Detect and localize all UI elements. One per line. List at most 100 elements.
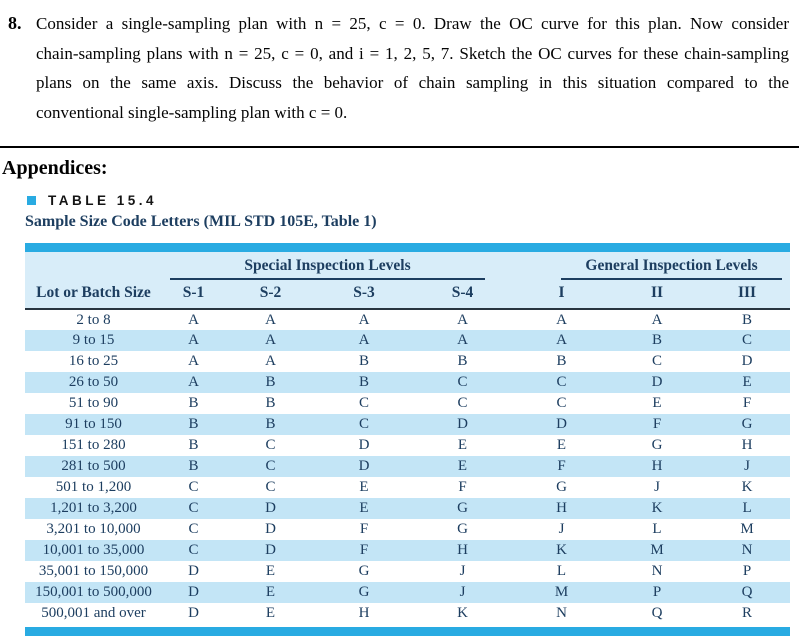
code-letter-cell: F bbox=[359, 521, 369, 537]
code-letter-cell: F bbox=[458, 479, 467, 495]
code-letter-cell: J bbox=[459, 584, 466, 600]
group-header-general-cell: General Inspection Levels bbox=[513, 252, 790, 280]
column-header-ii: II bbox=[610, 280, 705, 310]
code-letter-cell: A bbox=[651, 311, 663, 328]
problem-text-line: conventional single-sampling plan with c… bbox=[36, 102, 348, 122]
code-letter-cell: G bbox=[651, 437, 663, 453]
lot-size-cell: 26 to 50 bbox=[68, 374, 119, 390]
code-letter-cell: C bbox=[457, 374, 468, 390]
code-letter-cell: P bbox=[742, 563, 752, 579]
code-letter-cell: C bbox=[265, 437, 276, 453]
code-letter-cell: G bbox=[358, 584, 370, 600]
code-letter-cell: C bbox=[265, 479, 276, 495]
code-letter-cell: D bbox=[556, 416, 567, 432]
code-letter-cell: C bbox=[358, 416, 369, 432]
code-letter-cell: J bbox=[558, 521, 565, 537]
table-row: 91 to 150 B B C D D F G bbox=[25, 414, 791, 435]
code-letter-cell: E bbox=[265, 584, 276, 600]
table-label: TABLE 15.4 bbox=[48, 193, 158, 208]
code-letter-cell: E bbox=[359, 500, 369, 516]
column-header-s4: S-4 bbox=[412, 280, 514, 310]
code-letter-cell: A bbox=[556, 311, 567, 328]
code-letter-cell: B bbox=[358, 374, 369, 390]
table-row: 51 to 90 B B C C C E F bbox=[25, 393, 790, 414]
group-header-general: General Inspection Levels bbox=[561, 257, 783, 280]
code-letter-cell: D bbox=[188, 563, 199, 579]
code-letter-cell: F bbox=[557, 458, 566, 474]
code-letter-cell: D bbox=[265, 500, 276, 516]
code-letter-cell: G bbox=[457, 500, 468, 516]
code-letter-cell: H bbox=[556, 500, 567, 516]
lot-size-cell: 1,201 to 3,200 bbox=[50, 500, 137, 516]
code-letter-cell: Q bbox=[651, 605, 663, 621]
code-letter-cell: J bbox=[459, 563, 466, 579]
code-letter-cell: H bbox=[741, 437, 753, 453]
table-row: 16 to 25 A A B B B C D bbox=[25, 351, 790, 372]
table-row: 26 to 50 A B B C C D E bbox=[25, 372, 791, 393]
sample-size-table: Special Inspection Levels General Inspec… bbox=[25, 252, 791, 624]
lot-size-cell: 2 to 8 bbox=[76, 311, 111, 328]
column-header-s2: S-2 bbox=[225, 280, 316, 310]
code-letter-cell: J bbox=[744, 458, 750, 474]
code-letter-cell: B bbox=[457, 353, 468, 369]
lot-size-cell: 9 to 15 bbox=[72, 332, 115, 348]
table-label-row: TABLE 15.4 bbox=[27, 193, 799, 208]
code-letter-cell: A bbox=[265, 332, 276, 348]
code-letter-cell: L bbox=[742, 500, 752, 516]
lot-size-cell: 35,001 to 150,000 bbox=[38, 563, 149, 579]
problem-text-line: Consider a single-sampling plan with n =… bbox=[36, 14, 789, 33]
table-row: 151 to 280 B C D E E G H bbox=[25, 435, 790, 456]
code-letter-cell: B bbox=[188, 458, 199, 474]
code-letter-cell: P bbox=[652, 584, 662, 600]
group-header-spacer bbox=[25, 252, 162, 280]
code-letter-cell: C bbox=[457, 395, 468, 411]
table-row: 501 to 1,200 C C E F G J K bbox=[25, 477, 790, 498]
lot-size-cell: 151 to 280 bbox=[61, 437, 126, 453]
code-letter-cell: R bbox=[742, 605, 753, 621]
code-letter-cell: M bbox=[650, 542, 664, 558]
code-letter-cell: Q bbox=[741, 584, 753, 600]
lot-size-cell: 91 to 150 bbox=[65, 416, 122, 432]
code-letter-cell: A bbox=[556, 332, 567, 348]
code-letter-cell: M bbox=[740, 521, 754, 537]
code-letter-cell: E bbox=[457, 437, 468, 453]
code-letter-cell: J bbox=[654, 479, 660, 495]
code-letter-cell: A bbox=[188, 374, 199, 390]
lot-size-cell: 16 to 25 bbox=[68, 353, 119, 369]
code-letter-cell: A bbox=[188, 311, 199, 328]
code-letter-cell: M bbox=[554, 584, 569, 600]
table-row: 500,001 and over D E H K N Q R bbox=[25, 603, 790, 624]
code-letter-cell: C bbox=[556, 374, 567, 390]
group-header-row: Special Inspection Levels General Inspec… bbox=[25, 252, 790, 280]
problem-text-line: chain-sampling plans with n = 25, c = 0,… bbox=[36, 43, 789, 63]
column-header-s1: S-1 bbox=[162, 280, 225, 310]
group-header-special-cell: Special Inspection Levels bbox=[162, 252, 513, 280]
code-letter-cell: A bbox=[457, 311, 468, 328]
code-letter-cell: A bbox=[358, 332, 370, 348]
code-letter-cell: E bbox=[265, 605, 276, 621]
table-row: 35,001 to 150,000 D E G J L N P bbox=[25, 561, 790, 582]
lot-size-cell: 150,001 to 500,000 bbox=[35, 584, 152, 600]
code-letter-cell: G bbox=[556, 479, 567, 495]
code-letter-cell: A bbox=[188, 332, 199, 348]
code-letter-cell: K bbox=[741, 479, 753, 495]
code-letter-cell: B bbox=[188, 395, 199, 411]
code-letter-cell: H bbox=[358, 605, 370, 621]
code-letter-cell: G bbox=[741, 416, 753, 432]
column-header-i: I bbox=[513, 280, 611, 310]
table-row: 1,201 to 3,200 C D E G H K L bbox=[25, 498, 791, 519]
code-letter-cell: B bbox=[742, 311, 753, 328]
code-letter-cell: C bbox=[265, 458, 276, 474]
section-divider bbox=[0, 146, 799, 148]
problem-text-line: plans on the same axis. Discuss the beha… bbox=[36, 73, 789, 92]
code-letter-cell: B bbox=[188, 437, 199, 453]
code-letter-cell: C bbox=[652, 353, 663, 369]
appendices-heading: Appendices: bbox=[2, 157, 108, 179]
code-letter-cell: H bbox=[651, 458, 663, 474]
code-letter-cell: E bbox=[457, 458, 468, 474]
problem-8: 8. Consider a single-sampling plan with … bbox=[0, 0, 799, 127]
code-letter-cell: E bbox=[742, 374, 752, 390]
code-letter-cell: B bbox=[188, 416, 199, 432]
